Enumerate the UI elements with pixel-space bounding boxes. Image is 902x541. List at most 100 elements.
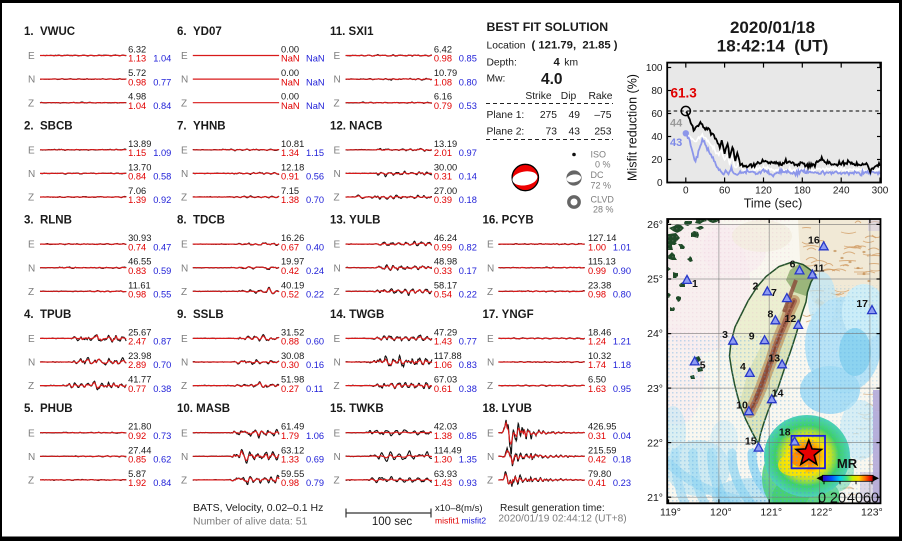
svg-text:15: 15	[745, 436, 757, 448]
svg-text:0.92: 0.92	[153, 195, 171, 205]
svg-text:0.30: 0.30	[281, 360, 299, 370]
svg-text:0.17: 0.17	[459, 266, 477, 276]
svg-text:51.98: 51.98	[281, 375, 304, 385]
svg-text:NaN: NaN	[281, 101, 300, 111]
svg-text:61.3: 61.3	[671, 86, 698, 101]
svg-text:1. VWUC: 1. VWUC	[24, 26, 75, 38]
svg-text:123°: 123°	[861, 507, 883, 519]
svg-text:0.93: 0.93	[459, 478, 477, 488]
svg-text:1.92: 1.92	[128, 478, 146, 488]
svg-text:0.62: 0.62	[153, 455, 171, 465]
svg-text:0.77: 0.77	[128, 384, 146, 394]
svg-text:4.0: 4.0	[541, 71, 563, 88]
svg-text:10.81: 10.81	[281, 139, 304, 149]
svg-text:Z: Z	[334, 381, 340, 392]
svg-text:60: 60	[863, 491, 879, 507]
svg-text:0.00: 0.00	[281, 92, 299, 102]
svg-text:58.17: 58.17	[434, 280, 457, 290]
svg-text:6.42: 6.42	[434, 45, 452, 55]
svg-text:26°: 26°	[647, 219, 663, 231]
svg-text:0.84: 0.84	[153, 478, 171, 488]
svg-text:48.98: 48.98	[434, 257, 457, 267]
svg-text:0.84: 0.84	[153, 101, 171, 111]
svg-text:1.63: 1.63	[588, 384, 606, 394]
svg-text:Result generation time:: Result generation time:	[500, 503, 605, 514]
svg-text:122°: 122°	[811, 507, 833, 519]
svg-text:0.67: 0.67	[281, 242, 299, 252]
svg-text:1.09: 1.09	[153, 148, 171, 158]
svg-text:Dip: Dip	[561, 91, 577, 102]
svg-text:0.58: 0.58	[153, 172, 171, 182]
svg-text:0.98: 0.98	[128, 290, 146, 300]
svg-text:8: 8	[768, 308, 774, 320]
svg-text:4: 4	[740, 361, 746, 373]
svg-text:N: N	[487, 452, 494, 463]
svg-text:0.69: 0.69	[306, 455, 324, 465]
svg-text:0: 0	[657, 178, 663, 189]
svg-text:1.06: 1.06	[306, 431, 324, 441]
svg-text:215.59: 215.59	[588, 445, 616, 455]
svg-text:0: 0	[818, 491, 826, 507]
svg-text:21.80: 21.80	[128, 422, 151, 432]
svg-text:46.55: 46.55	[128, 257, 151, 267]
svg-text:–75: –75	[594, 110, 611, 121]
svg-text:47.29: 47.29	[434, 327, 457, 337]
svg-text:23°: 23°	[647, 383, 663, 395]
svg-text:0.59: 0.59	[153, 266, 171, 276]
svg-text:4. TPUB: 4. TPUB	[24, 309, 71, 321]
svg-text:E: E	[181, 145, 188, 156]
svg-text:Z: Z	[334, 193, 340, 204]
svg-text:0.47: 0.47	[153, 242, 171, 252]
svg-text:0.92: 0.92	[128, 431, 146, 441]
svg-text:0.97: 0.97	[459, 148, 477, 158]
svg-text:Z: Z	[28, 381, 34, 392]
svg-text:2.01: 2.01	[434, 148, 452, 158]
svg-text:0.23: 0.23	[613, 478, 631, 488]
svg-text:0.85: 0.85	[459, 431, 477, 441]
svg-text:E: E	[28, 145, 35, 156]
svg-text:N: N	[28, 358, 35, 369]
svg-text:2.89: 2.89	[128, 360, 146, 370]
svg-text:Number of alive data: 51: Number of alive data: 51	[193, 516, 308, 528]
svg-text:ISO: ISO	[591, 150, 607, 160]
svg-text:DC: DC	[591, 170, 604, 180]
svg-text:N: N	[181, 169, 188, 180]
svg-text:7.15: 7.15	[281, 186, 299, 196]
svg-text:Z: Z	[334, 98, 340, 109]
svg-text:x10–8(m/s): x10–8(m/s)	[435, 503, 483, 514]
svg-text:30.93: 30.93	[128, 233, 151, 243]
svg-text:N: N	[181, 358, 188, 369]
svg-text:22°: 22°	[647, 437, 663, 449]
svg-text:Z: Z	[181, 287, 187, 298]
svg-text:Z: Z	[181, 476, 187, 487]
svg-text:6.16: 6.16	[434, 92, 452, 102]
svg-text:E: E	[28, 428, 35, 439]
svg-text:0.80: 0.80	[459, 77, 477, 87]
svg-text:Z: Z	[181, 193, 187, 204]
svg-text:1.38: 1.38	[281, 195, 299, 205]
svg-text:Misfit reduction (%): Misfit reduction (%)	[626, 74, 640, 181]
svg-text:0.22: 0.22	[306, 290, 324, 300]
svg-text:63.93: 63.93	[434, 469, 457, 479]
svg-text:0.53: 0.53	[459, 101, 477, 111]
svg-text:E: E	[334, 428, 341, 439]
svg-text:6. YD07: 6. YD07	[177, 26, 222, 38]
svg-text:0.40: 0.40	[306, 242, 324, 252]
svg-text:1.04: 1.04	[153, 54, 171, 64]
svg-text:0.52: 0.52	[281, 290, 299, 300]
svg-text:20: 20	[651, 155, 663, 166]
svg-text:0.00: 0.00	[281, 45, 299, 55]
svg-text:115.13: 115.13	[588, 257, 616, 267]
svg-text:E: E	[181, 51, 188, 62]
svg-text:Z: Z	[487, 476, 493, 487]
svg-text:E: E	[181, 334, 188, 345]
svg-text:275: 275	[540, 110, 557, 121]
svg-text:0.83: 0.83	[459, 360, 477, 370]
svg-text:12.18: 12.18	[281, 162, 304, 172]
svg-text:misfit2: misfit2	[462, 516, 487, 526]
svg-text:1.06: 1.06	[434, 360, 452, 370]
svg-text:0.77: 0.77	[153, 77, 171, 87]
svg-text:0.83: 0.83	[128, 266, 146, 276]
svg-text:N: N	[28, 75, 35, 86]
svg-text:31.52: 31.52	[281, 327, 304, 337]
